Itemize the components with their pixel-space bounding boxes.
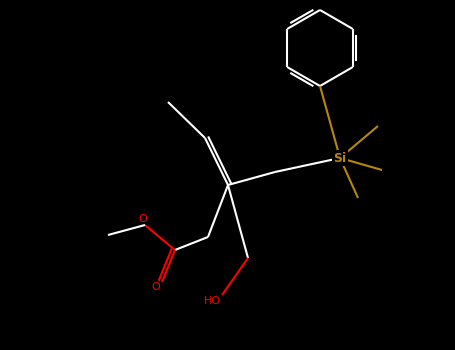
Text: Si: Si	[334, 152, 347, 164]
Text: O: O	[152, 282, 160, 292]
Text: HO: HO	[203, 296, 221, 306]
Text: O: O	[139, 214, 147, 224]
